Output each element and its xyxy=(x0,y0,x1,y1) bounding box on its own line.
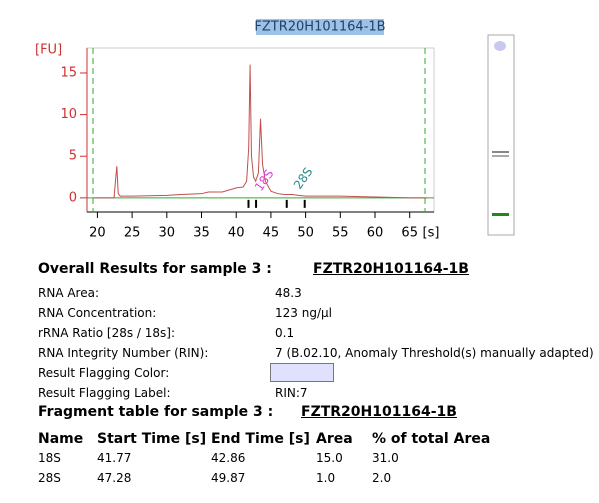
x-tick-label: 45 xyxy=(263,226,280,241)
column-header: Area xyxy=(316,431,353,447)
table-cell: 15.0 xyxy=(316,451,343,465)
section-heading: Overall Results for sample 3 : xyxy=(38,261,272,277)
y-tick-label: 15 xyxy=(60,65,77,80)
result-value: RIN:7 xyxy=(275,386,308,400)
result-label: Result Flagging Color: xyxy=(38,366,170,380)
table-cell: 1.0 xyxy=(316,471,336,485)
gel-lane xyxy=(487,34,515,236)
sample-name: FZTR20H101164-1B xyxy=(313,261,469,277)
result-value: 48.3 xyxy=(275,286,302,300)
table-cell: 42.86 xyxy=(211,451,246,465)
column-header: Start Time [s] xyxy=(97,431,207,447)
result-label: RNA Integrity Number (RIN): xyxy=(38,346,209,360)
chart: FZTR20H101164-1B [FU] 0 5 10 15 20 25 30 35 40 45… xyxy=(35,19,515,241)
result-label: Result Flagging Label: xyxy=(38,386,171,400)
gel-band xyxy=(492,213,509,216)
column-header: Name xyxy=(38,431,84,447)
table-cell: 31.0 xyxy=(372,451,399,465)
y-tick-label: 5 xyxy=(69,149,77,164)
x-tick-label: 35 xyxy=(193,226,210,241)
column-header: % of total Area xyxy=(372,431,491,447)
x-tick-label: 65 xyxy=(401,226,418,241)
flag-color-box xyxy=(270,363,334,382)
result-label: rRNA Ratio [28s / 18s]: xyxy=(38,326,176,340)
y-axis-label: [FU] xyxy=(35,43,62,58)
x-tick-label: 20 xyxy=(89,226,106,241)
trace xyxy=(93,64,428,199)
title-highlight xyxy=(256,19,384,35)
y-tick-label: 0 xyxy=(69,190,77,205)
column-header: End Time [s] xyxy=(211,431,310,447)
section-heading: Fragment table for sample 3 : xyxy=(38,404,274,420)
x-tick-label: 60 xyxy=(367,226,384,241)
result-label: RNA Concentration: xyxy=(38,306,157,320)
x-tick-label: 50 xyxy=(297,226,314,241)
table-cell: 47.28 xyxy=(97,471,132,485)
result-value: 123 ng/µl xyxy=(275,306,332,320)
x-tick-label: 55 xyxy=(332,226,349,241)
result-label: RNA Area: xyxy=(38,286,99,300)
table-cell: 41.77 xyxy=(97,451,132,465)
sample-name: FZTR20H101164-1B xyxy=(301,404,457,420)
table-cell: 49.87 xyxy=(211,471,246,485)
x-tick-label: 40 xyxy=(228,226,245,241)
gel-marker xyxy=(494,41,506,51)
x-tick-label: 25 xyxy=(124,226,141,241)
result-value: 0.1 xyxy=(275,326,295,340)
gel-band xyxy=(492,151,509,153)
x-axis-label: [s] xyxy=(423,226,440,241)
gel-frame xyxy=(487,34,515,236)
chart-title: FZTR20H101164-1B xyxy=(254,20,385,35)
y-tick-label: 10 xyxy=(60,107,77,122)
result-value: 7 (B.02.10, Anomaly Threshold(s) manuall… xyxy=(275,346,594,360)
table-cell: 18S xyxy=(38,451,61,465)
x-tick-label: 30 xyxy=(159,226,176,241)
table-cell: 2.0 xyxy=(372,471,392,485)
table-cell: 28S xyxy=(38,471,61,485)
gel-band xyxy=(492,155,509,157)
